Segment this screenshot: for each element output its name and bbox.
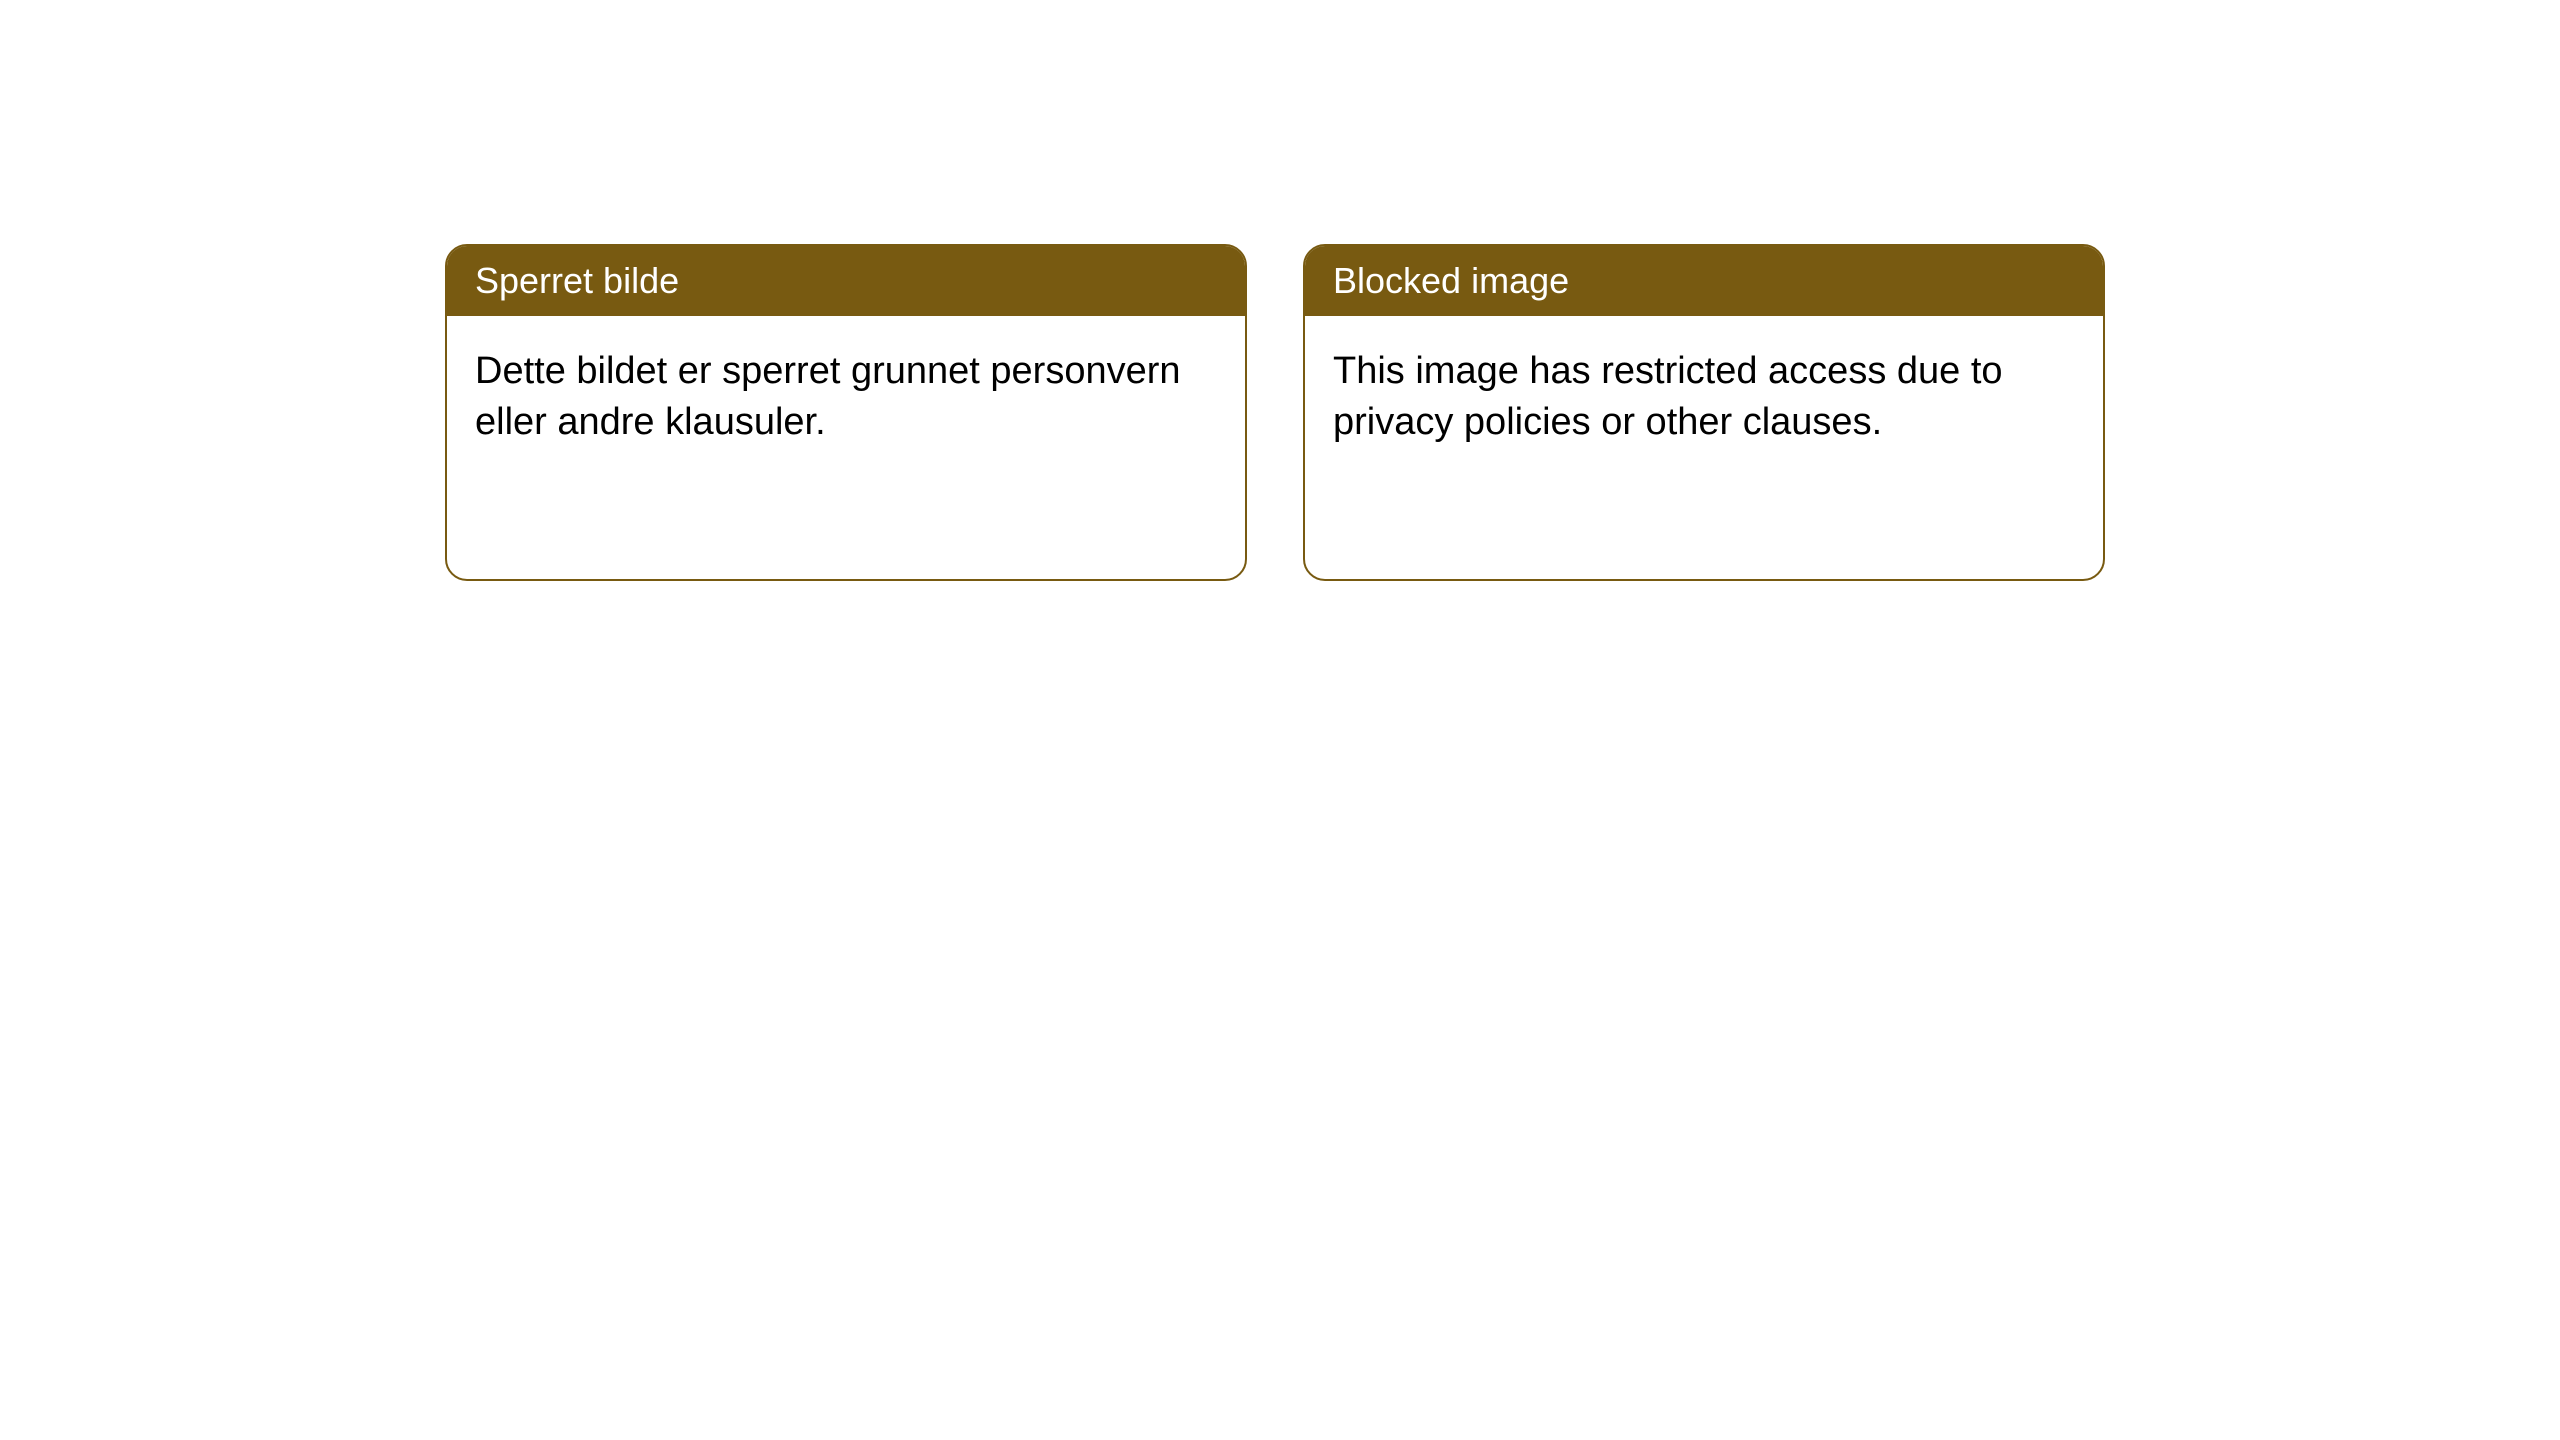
card-header: Blocked image bbox=[1305, 246, 2103, 316]
card-title: Blocked image bbox=[1333, 260, 1569, 301]
card-body: Dette bildet er sperret grunnet personve… bbox=[447, 316, 1245, 479]
notice-card-container: Sperret bilde Dette bildet er sperret gr… bbox=[445, 244, 2105, 581]
card-title: Sperret bilde bbox=[475, 260, 679, 301]
card-message: Dette bildet er sperret grunnet personve… bbox=[475, 350, 1181, 443]
notice-card-norwegian: Sperret bilde Dette bildet er sperret gr… bbox=[445, 244, 1247, 581]
card-header: Sperret bilde bbox=[447, 246, 1245, 316]
card-body: This image has restricted access due to … bbox=[1305, 316, 2103, 479]
card-message: This image has restricted access due to … bbox=[1333, 350, 2003, 443]
notice-card-english: Blocked image This image has restricted … bbox=[1303, 244, 2105, 581]
